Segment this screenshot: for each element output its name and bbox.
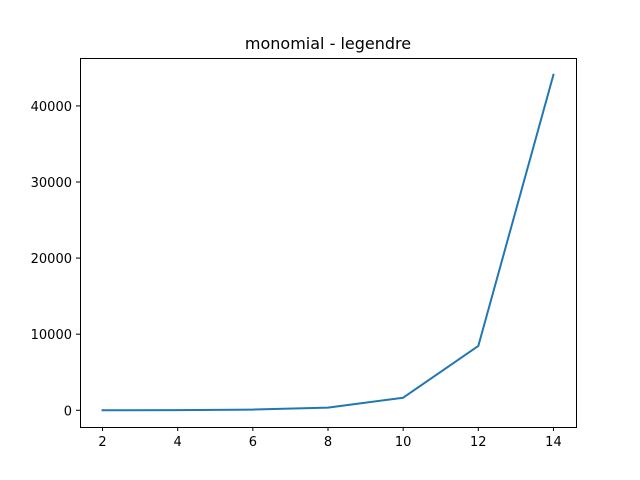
x-tick-label: 8 xyxy=(324,435,332,450)
y-tick-label: 30000 xyxy=(31,176,72,191)
y-axis: 0 10000 20000 30000 40000 xyxy=(31,100,80,419)
y-tick-label: 40000 xyxy=(31,100,72,115)
y-tick-label: 10000 xyxy=(31,328,72,343)
plot-area xyxy=(80,58,577,428)
y-tick-label: 20000 xyxy=(31,252,72,267)
series-line xyxy=(101,73,555,412)
x-tick-label: 4 xyxy=(174,435,182,450)
x-tick-label: 10 xyxy=(395,435,412,450)
x-tick-label: 6 xyxy=(249,435,257,450)
x-tick-label: 2 xyxy=(98,435,106,450)
series-layer xyxy=(101,73,555,412)
axes-frame xyxy=(80,58,577,428)
y-tick-label: 0 xyxy=(64,404,72,419)
x-axis: 2 4 6 8 10 12 14 xyxy=(98,427,562,450)
chart-title: monomial - legendre xyxy=(245,34,411,53)
x-tick-label: 12 xyxy=(470,435,487,450)
x-tick-label: 14 xyxy=(545,435,562,450)
